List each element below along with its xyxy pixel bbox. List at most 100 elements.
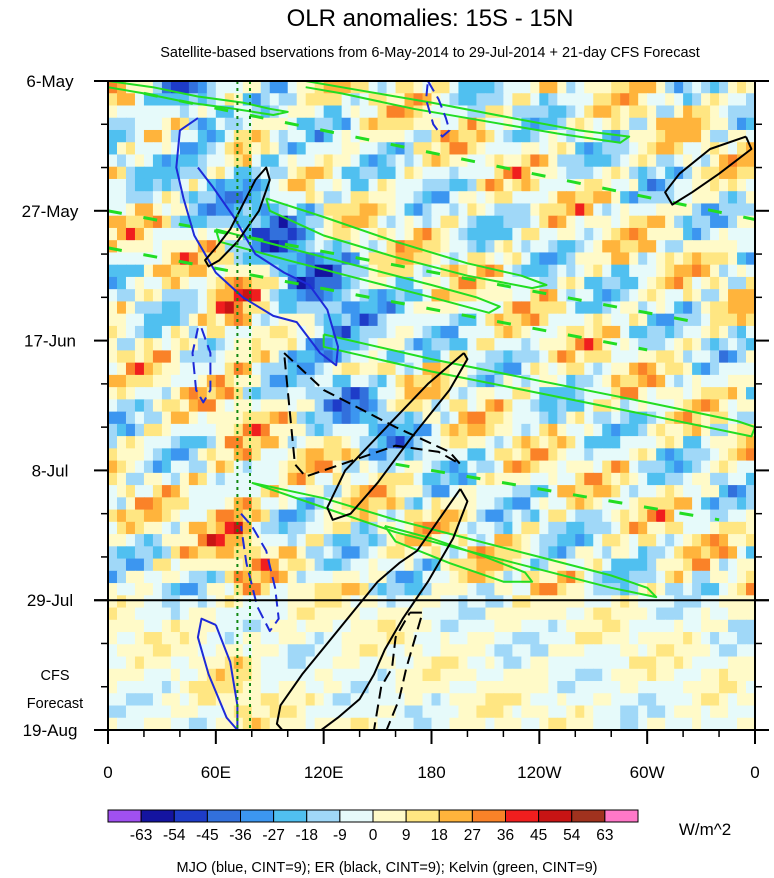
heatmap-cell	[143, 534, 154, 547]
heatmap-cell	[737, 509, 747, 523]
heatmap-cell	[548, 338, 558, 351]
heatmap-cell	[557, 154, 567, 168]
heatmap-cell	[584, 227, 594, 241]
heatmap-cell	[512, 387, 522, 400]
heatmap-cell	[206, 583, 217, 596]
heatmap-cell	[278, 399, 289, 413]
heatmap-cell	[305, 583, 316, 596]
heatmap-cell	[611, 656, 621, 670]
heatmap-cell	[566, 607, 576, 621]
heatmap-cell	[602, 325, 612, 339]
heatmap-cell	[188, 534, 199, 547]
heatmap-cell	[692, 558, 702, 572]
heatmap-cell	[566, 325, 576, 339]
heatmap-cell	[161, 154, 172, 168]
heatmap-cell	[422, 338, 433, 351]
heatmap-cell	[449, 129, 460, 143]
heatmap-cell	[116, 129, 127, 143]
heatmap-cell	[449, 693, 460, 707]
heatmap-cell	[638, 117, 648, 131]
heatmap-cell	[629, 313, 639, 327]
heatmap-cell	[728, 521, 738, 535]
heatmap-cell	[557, 583, 567, 596]
heatmap-cell	[647, 240, 657, 254]
heatmap-cell	[251, 460, 262, 474]
heatmap-cell	[179, 656, 190, 670]
heatmap-cell	[683, 681, 693, 694]
heatmap-cell	[332, 570, 343, 584]
heatmap-cell	[494, 534, 504, 547]
heatmap-cell	[242, 595, 253, 609]
heatmap-cell	[683, 117, 693, 131]
heatmap-cell	[197, 227, 208, 241]
heatmap-cell	[188, 717, 199, 730]
heatmap-cell	[539, 705, 549, 719]
heatmap-cell	[701, 350, 711, 364]
heatmap-cell	[377, 240, 388, 254]
heatmap-cell	[584, 681, 594, 694]
colorbar-label: 0	[369, 827, 378, 844]
heatmap-cell	[503, 521, 513, 535]
heatmap-cell	[422, 362, 433, 376]
heatmap-cell	[197, 203, 208, 217]
heatmap-cell	[584, 534, 594, 547]
heatmap-cell	[350, 166, 361, 180]
heatmap-cell	[575, 423, 585, 437]
heatmap-cell	[395, 325, 406, 339]
heatmap-cell	[404, 485, 415, 498]
heatmap-cell	[566, 681, 576, 694]
heatmap-cell	[557, 485, 567, 498]
heatmap-cell	[683, 178, 693, 192]
heatmap-cell	[674, 595, 684, 609]
heatmap-cell	[620, 460, 630, 474]
heatmap-cell	[683, 497, 693, 511]
heatmap-cell	[557, 117, 567, 131]
heatmap-cell	[566, 191, 576, 205]
heatmap-cell	[674, 411, 684, 425]
heatmap-cell	[251, 338, 262, 351]
heatmap-cell	[125, 81, 136, 94]
heatmap-cell	[179, 717, 190, 730]
heatmap-cell	[350, 178, 361, 192]
heatmap-cell	[224, 374, 235, 388]
heatmap-cell	[170, 129, 181, 143]
heatmap-cell	[611, 485, 621, 498]
heatmap-cell	[710, 411, 720, 425]
heatmap-cell	[260, 668, 271, 682]
heatmap-cell	[431, 350, 442, 364]
heatmap-cell	[485, 411, 496, 425]
heatmap-cell	[108, 448, 118, 462]
heatmap-cell	[728, 558, 738, 572]
heatmap-cell	[701, 289, 711, 303]
heatmap-cell	[305, 129, 316, 143]
heatmap-cell	[260, 436, 271, 449]
heatmap-cell	[233, 191, 244, 205]
heatmap-cell	[701, 215, 711, 229]
heatmap-cell	[359, 264, 370, 278]
heatmap-cell	[341, 497, 352, 511]
heatmap-cell	[575, 583, 585, 596]
heatmap-cell	[458, 203, 469, 217]
heatmap-cell	[296, 546, 307, 560]
heatmap-cell	[440, 240, 451, 254]
heatmap-cell	[512, 681, 522, 694]
heatmap-cell	[179, 668, 190, 682]
heatmap-cell	[350, 717, 361, 730]
heatmap-cell	[422, 693, 433, 707]
heatmap-cell	[476, 350, 487, 364]
heatmap-cell	[224, 350, 235, 364]
heatmap-cell	[629, 607, 639, 621]
heatmap-cell	[395, 191, 406, 205]
heatmap-cell	[467, 509, 478, 523]
heatmap-cell	[485, 191, 496, 205]
heatmap-cell	[305, 436, 316, 449]
heatmap-cell	[404, 154, 415, 168]
heatmap-cell	[737, 705, 747, 719]
heatmap-cell	[116, 191, 127, 205]
heatmap-cell	[467, 191, 478, 205]
heatmap-cell	[377, 558, 388, 572]
heatmap-cell	[314, 374, 325, 388]
heatmap-cell	[305, 472, 316, 486]
heatmap-cell	[413, 595, 424, 609]
heatmap-cell	[467, 227, 478, 241]
